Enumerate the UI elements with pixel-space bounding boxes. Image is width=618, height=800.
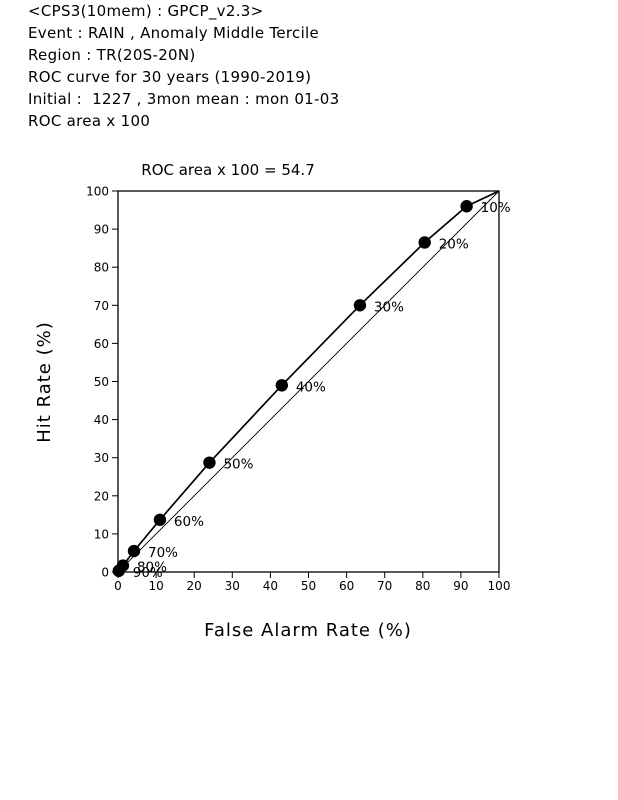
y-tick-label: 0 <box>101 566 109 580</box>
y-tick-label: 10 <box>94 527 109 541</box>
header-line-period: ROC curve for 30 years (1990-2019) <box>28 68 312 86</box>
x-tick-label: 0 <box>114 579 122 593</box>
chart-title: ROC area x 100 = 54.7 <box>141 161 314 179</box>
y-tick-label: 100 <box>86 185 109 199</box>
y-tick-label: 70 <box>94 299 109 313</box>
axes: 0 10 20 30 40 50 60 70 80 90 100 0 10 20 30 40 50 60 70 80 9… <box>86 185 510 594</box>
roc-point-label: 70% <box>148 545 178 561</box>
x-tick-label: 60 <box>339 579 354 593</box>
roc-point-label: 50% <box>223 457 253 473</box>
roc-point <box>275 379 289 392</box>
x-tick-label: 80 <box>415 579 430 593</box>
roc-point <box>418 236 431 249</box>
roc-point-label: 80% <box>137 560 167 576</box>
roc-point-label: 60% <box>174 514 204 530</box>
header-line-units: ROC area x 100 <box>28 112 151 130</box>
roc-point <box>127 544 141 558</box>
roc-point <box>353 299 367 312</box>
y-tick-label: 60 <box>94 337 109 351</box>
roc-point-label: 90% <box>133 565 163 581</box>
x-tick-label: 70 <box>377 579 392 593</box>
x-tick-label: 10 <box>148 579 163 593</box>
roc-point-label: 40% <box>296 379 326 395</box>
diagonal-reference-line <box>117 190 500 573</box>
header-line-initial: Initial : 1227 , 3mon mean : mon 01-03 <box>28 90 340 108</box>
header-text-block: <CPS3(10mem) : GPCP_v2.3> Event : RAIN ,… <box>28 0 339 132</box>
x-tick-label: 40 <box>263 579 278 593</box>
roc-point-label: 20% <box>439 236 469 252</box>
roc-point-label: 10% <box>481 200 511 216</box>
x-tick-label: 20 <box>187 579 202 593</box>
roc-point <box>203 456 216 469</box>
roc-curve-group: 10% 20% 30% 40% 50% 60% 70%80%90% <box>112 190 511 581</box>
x-tick-label: 30 <box>225 579 240 593</box>
y-tick-label: 20 <box>94 489 109 503</box>
x-tick-label: 90 <box>453 579 468 593</box>
header-line-model: <CPS3(10mem) : GPCP_v2.3> <box>28 2 264 20</box>
y-axis-label: Hit Rate (%) <box>34 321 55 442</box>
x-tick-label: 50 <box>301 579 316 593</box>
y-tick-label: 40 <box>94 413 109 427</box>
header-line-region: Region : TR(20S-20N) <box>28 46 196 64</box>
roc-point <box>153 513 167 527</box>
roc-point-label: 30% <box>374 299 404 315</box>
roc-point <box>460 200 473 213</box>
roc-point <box>112 564 125 578</box>
header-line-event: Event : RAIN , Anomaly Middle Tercile <box>28 24 320 42</box>
x-axis-label: False Alarm Rate (%) <box>204 620 412 641</box>
y-tick-label: 50 <box>94 375 109 389</box>
y-tick-label: 90 <box>94 223 109 237</box>
y-tick-label: 80 <box>94 261 109 275</box>
y-tick-label: 30 <box>94 451 109 465</box>
x-tick-label: 100 <box>488 579 511 593</box>
